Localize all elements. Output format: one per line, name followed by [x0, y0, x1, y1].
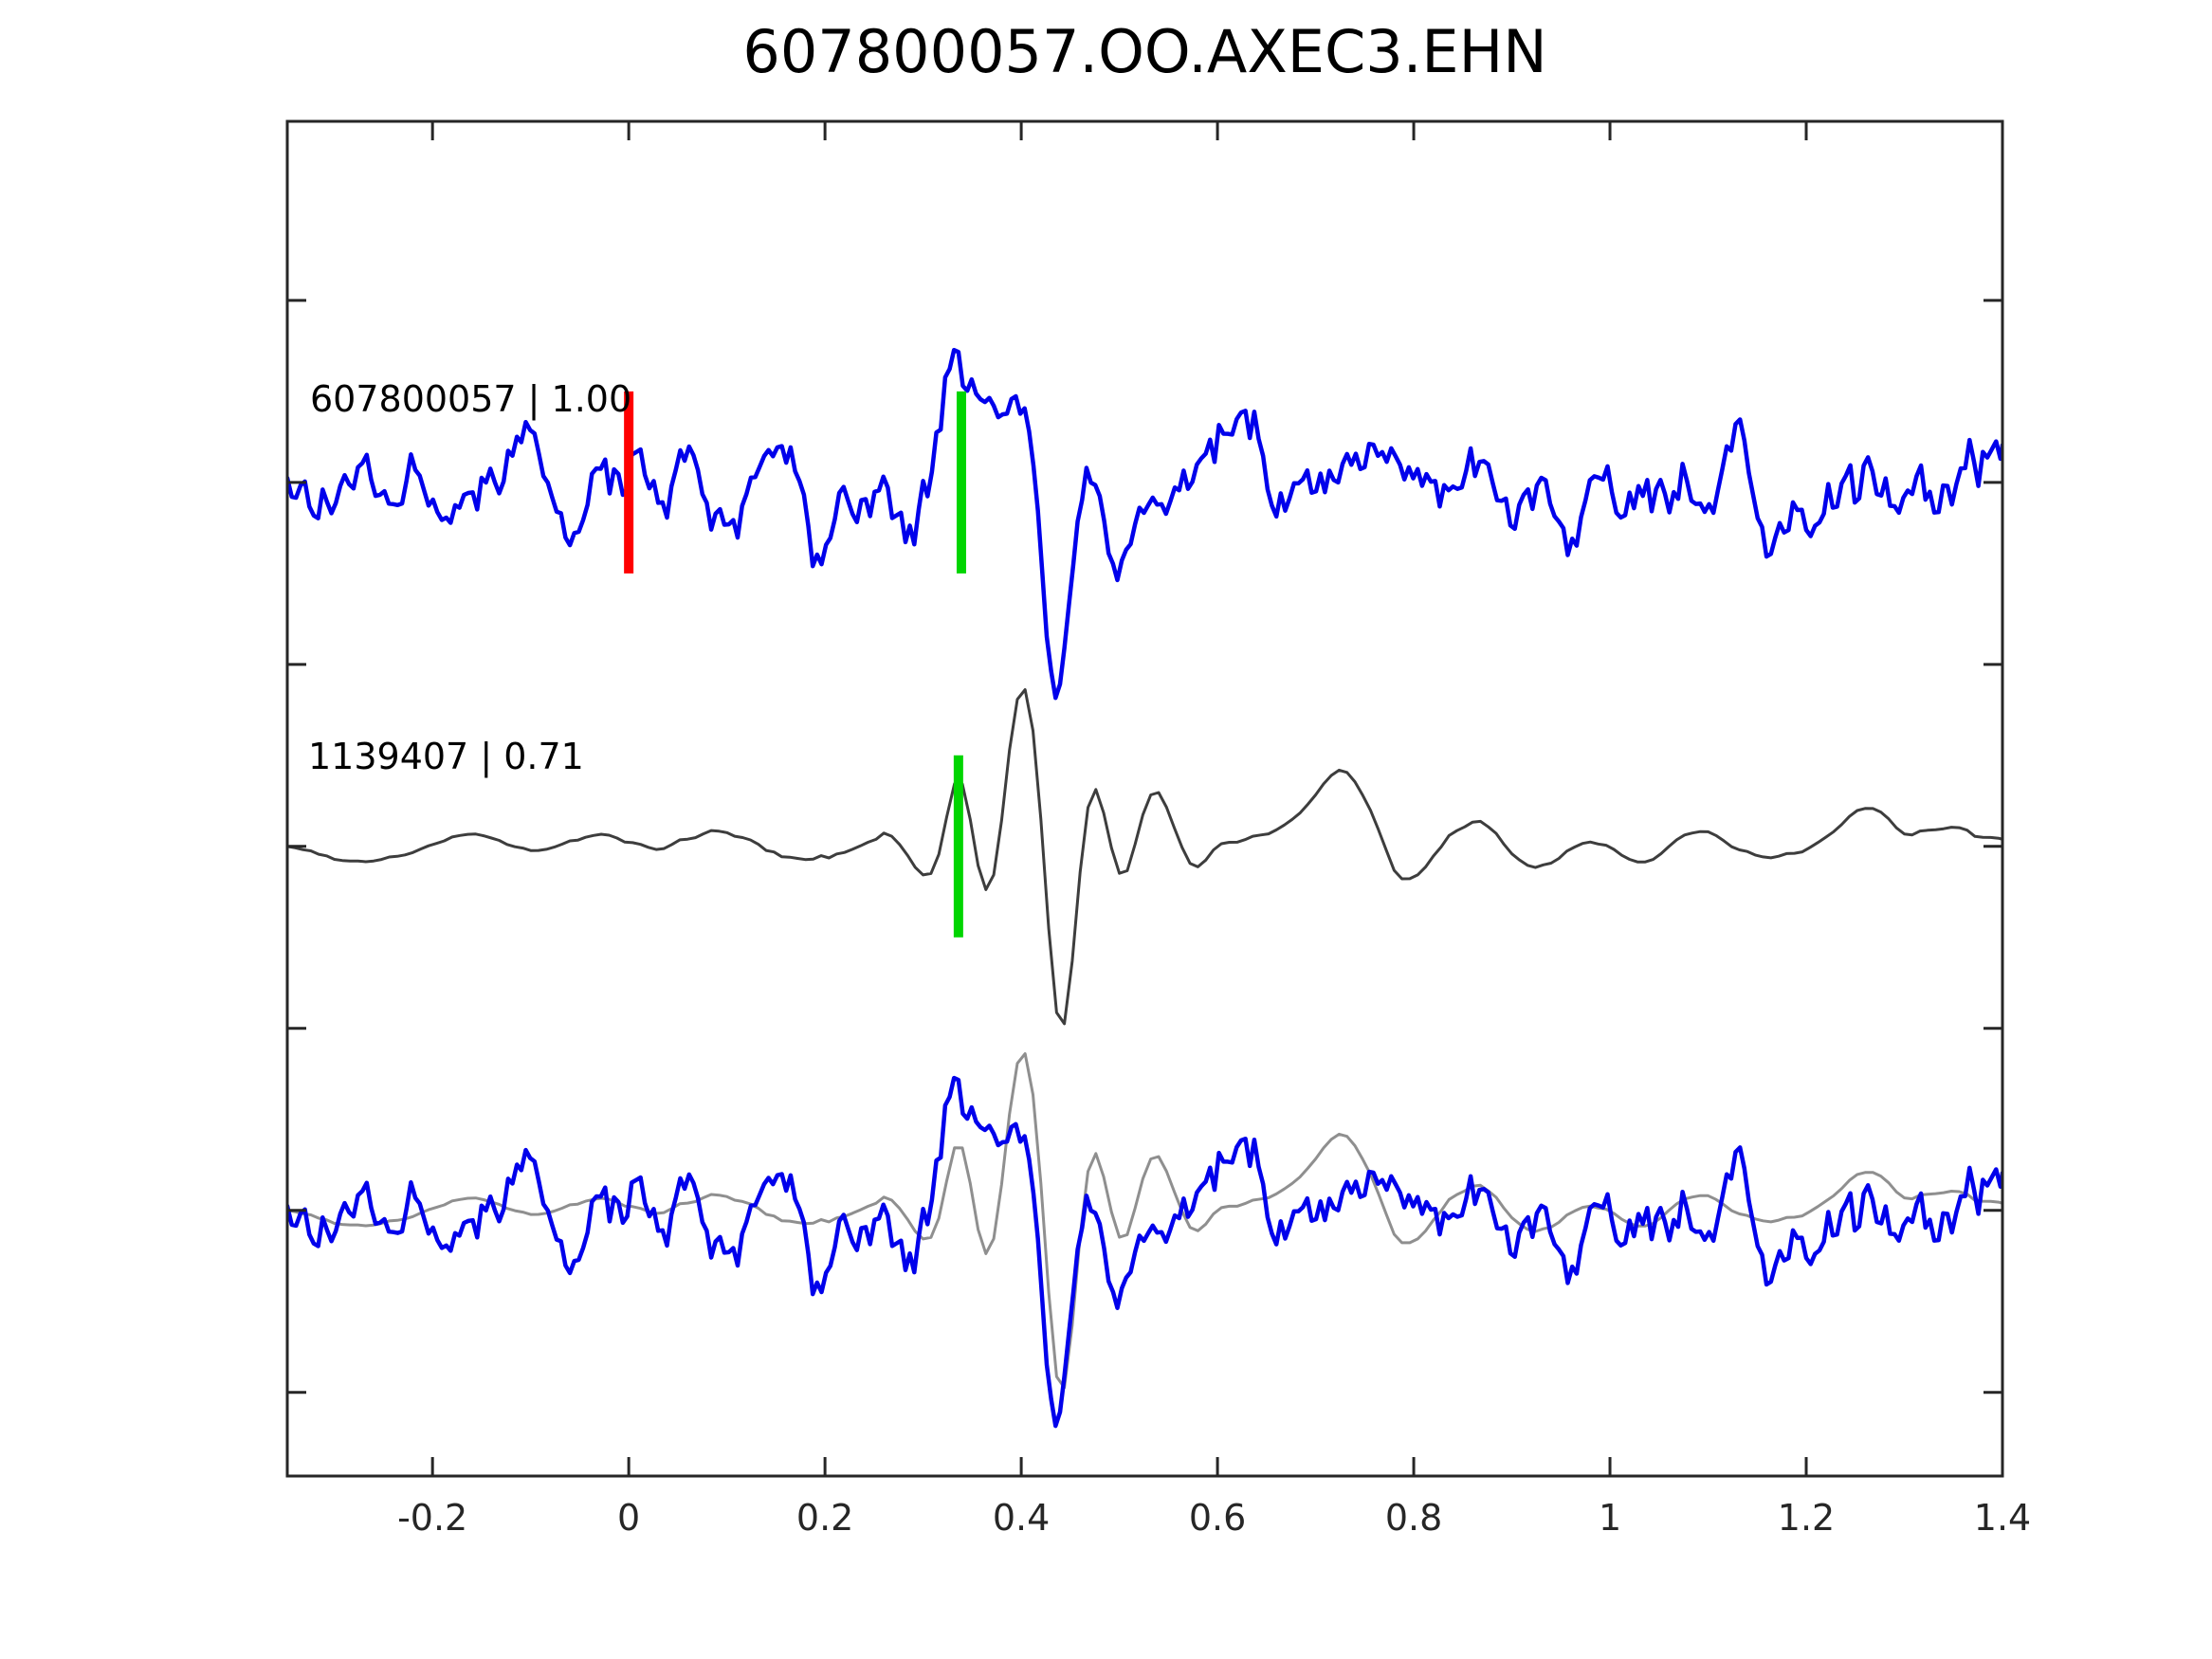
x-tick-label: 0.4	[992, 1497, 1051, 1539]
x-tick-label: -0.2	[397, 1497, 468, 1539]
x-tick-label: 0	[617, 1497, 641, 1539]
x-tick-label: 1.2	[1777, 1497, 1836, 1539]
template-1139407-bottom-overlay	[287, 1052, 2002, 1390]
figure-title: 607800057.OO.AXEC3.EHN	[742, 17, 1547, 86]
template-id-correlation-label: 1139407 | 0.71	[308, 736, 584, 777]
detection-607800057-top	[287, 347, 2002, 701]
x-tick-label: 0.8	[1384, 1497, 1443, 1539]
x-tick-label: 0.2	[795, 1497, 854, 1539]
plot-border	[285, 119, 2004, 1478]
x-tick-label: 1.4	[1973, 1497, 2032, 1539]
detection-id-correlation-label: 607800057 | 1.00	[310, 378, 632, 420]
template-1139407-middle	[287, 688, 2002, 1026]
x-tick-label: 0.6	[1188, 1497, 1247, 1539]
x-tick-label: 1	[1598, 1497, 1622, 1539]
detection-607800057-bottom-overlay	[287, 1075, 2002, 1429]
